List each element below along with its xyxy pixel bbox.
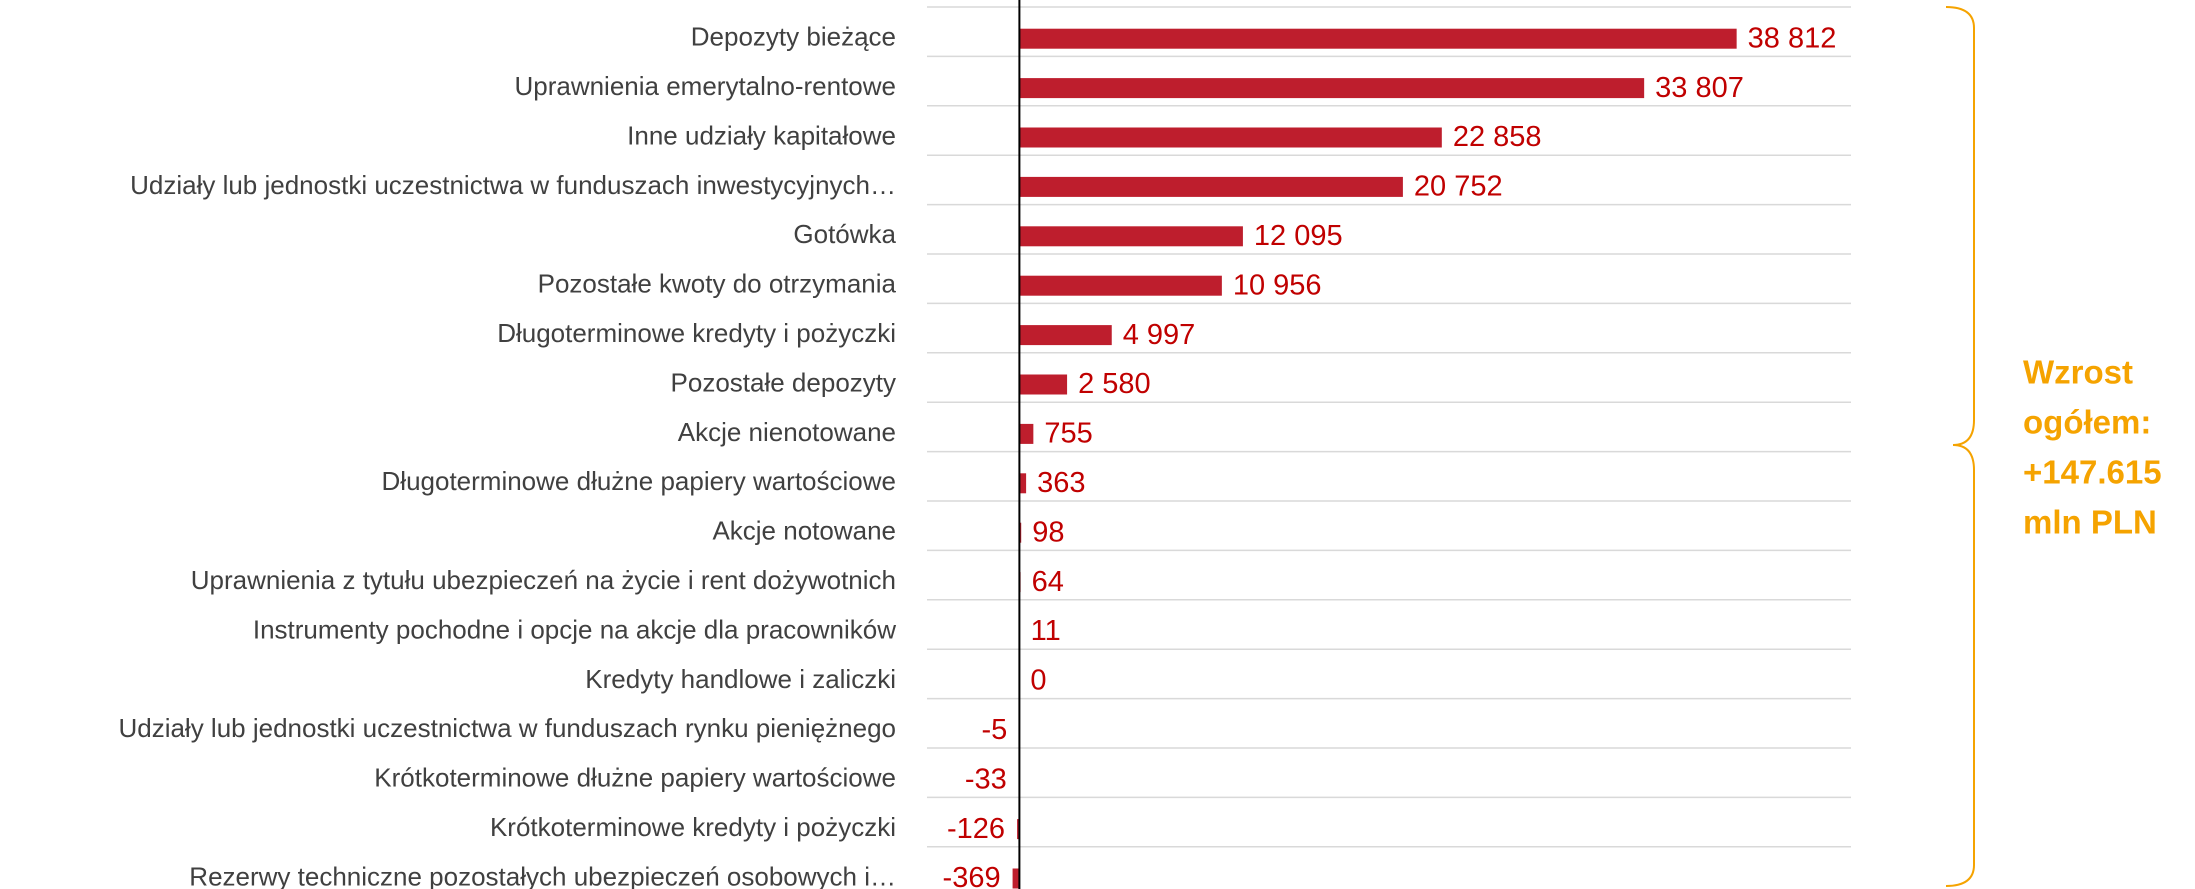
category-label: Uprawnienia z tytułu ubezpieczeń na życi… [191,565,896,595]
value-label: -126 [947,813,1005,845]
value-label: 20 752 [1414,171,1503,203]
category-label: Pozostałe depozyty [671,367,896,397]
category-label: Długoterminowe kredyty i pożyczki [497,318,896,348]
bar [1012,868,1020,889]
bar [1019,423,1034,444]
value-label: 4 997 [1123,319,1196,351]
value-label: 98 [1032,516,1064,548]
category-label: Udziały lub jednostki uczestnictwa w fun… [118,713,896,743]
category-label: Rezerwy techniczne pozostałych ubezpiecz… [189,861,896,889]
value-label: 38 812 [1748,22,1837,54]
value-label: -5 [982,714,1008,746]
value-label: 10 956 [1233,269,1322,301]
category-label: Akcje nienotowane [678,417,896,447]
bar [1019,275,1222,296]
category-label: Gotówka [793,219,896,249]
category-label: Krótkoterminowe kredyty i pożyczki [490,812,896,842]
bar [1019,325,1112,346]
value-label: 12 095 [1254,220,1343,252]
value-label: -369 [943,862,1001,889]
category-label: Uprawnienia emerytalno-rentowe [514,71,896,101]
category-label: Inne udziały kapitałowe [627,120,896,150]
bar [1019,473,1027,494]
annotation: +147.615 [2023,454,2162,491]
value-label: 64 [1032,566,1064,598]
value-label: 22 858 [1453,121,1542,153]
bar [1019,127,1442,148]
value-label: 755 [1044,418,1092,450]
bar [1019,28,1737,49]
value-label: 11 [1031,615,1061,647]
value-label: 0 [1030,665,1046,697]
category-label: Krótkoterminowe dłużne papiery wartościo… [374,763,896,793]
annotation: mln PLN [2023,504,2157,541]
bar [1019,374,1068,395]
category-label: Depozyty bieżące [691,22,896,52]
value-label: -33 [965,763,1007,795]
category-label: Akcje notowane [712,516,896,546]
bar [1019,176,1403,197]
category-label: Udziały lub jednostki uczestnictwa w fun… [130,170,896,200]
bar [1019,78,1645,99]
bracket [1945,6,1975,887]
annotation: ogółem: [2023,404,2151,441]
category-label: Instrumenty pochodne i opcje na akcje dl… [253,614,896,644]
bar [1017,819,1020,840]
category-label: Długoterminowe dłużne papiery wartościow… [382,466,896,496]
category-label: Kredyty handlowe i zaliczki [585,664,896,694]
value-label: 363 [1037,467,1085,499]
value-label: 33 807 [1655,72,1744,104]
category-label: Pozostałe kwoty do otrzymania [538,269,897,299]
annotation: Wzrost [2023,354,2133,391]
value-label: 2 580 [1078,368,1151,400]
bar [1019,226,1243,247]
